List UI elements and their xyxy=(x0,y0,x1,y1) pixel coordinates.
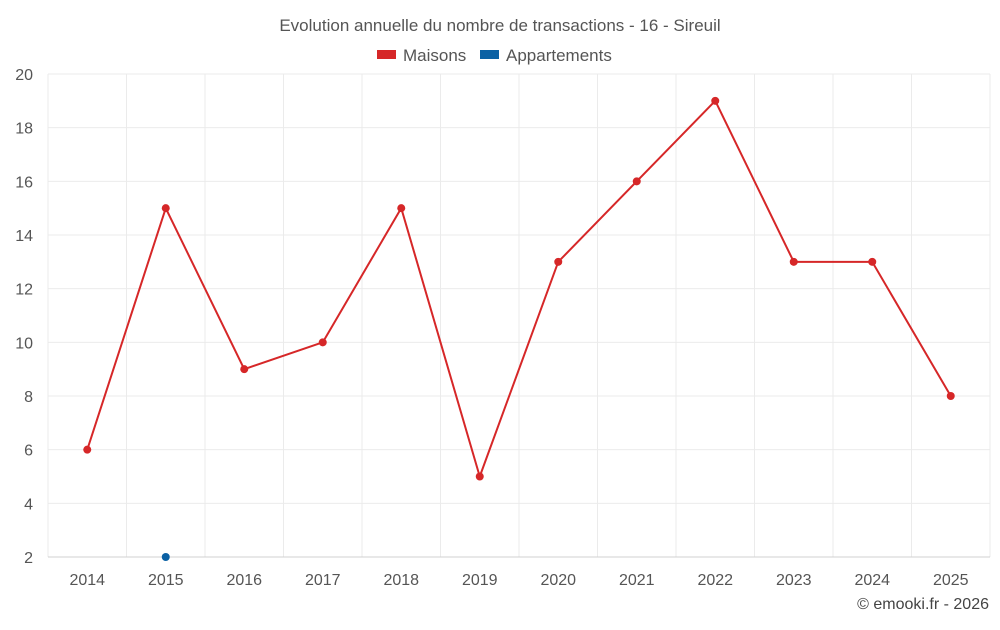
x-tick-label: 2017 xyxy=(305,572,341,589)
series xyxy=(83,96,955,561)
grid xyxy=(47,73,991,557)
data-point-maisons-2020[interactable] xyxy=(554,257,563,266)
legend-label-maisons[interactable]: Maisons xyxy=(403,46,466,65)
data-point-maisons-2025[interactable] xyxy=(946,392,955,400)
data-point-maisons-2021[interactable] xyxy=(632,177,641,186)
y-tick-label: 16 xyxy=(15,174,33,191)
y-tick-label: 14 xyxy=(15,228,33,245)
data-point-maisons-2015[interactable] xyxy=(161,204,170,213)
x-tick-label: 2023 xyxy=(776,572,812,589)
y-tick-label: 12 xyxy=(15,282,33,299)
y-tick-label: 8 xyxy=(24,389,33,406)
data-point-maisons-2019[interactable] xyxy=(475,472,484,481)
legend-swatch-appartements xyxy=(480,50,499,59)
x-tick-label: 2022 xyxy=(697,572,733,589)
legend-swatch-maisons xyxy=(377,50,396,59)
chart-title: Evolution annuelle du nombre de transact… xyxy=(279,16,720,35)
x-tick-label: 2021 xyxy=(619,572,655,589)
data-point-appartements-2015[interactable] xyxy=(161,553,170,561)
y-tick-label: 20 xyxy=(15,67,33,84)
x-tick-label: 2025 xyxy=(933,572,969,589)
y-tick-label: 4 xyxy=(24,496,33,513)
credit-text: © emooki.fr - 2026 xyxy=(857,596,989,613)
x-tick-label: 2018 xyxy=(383,572,419,589)
y-tick-label: 2 xyxy=(24,550,33,567)
x-tick-label: 2016 xyxy=(226,572,262,589)
axes: 2 4 6 8 10 12 14 16 18 20 2014 2015 2016 2017 2018 2019… xyxy=(15,67,990,589)
x-tick-label: 2015 xyxy=(148,572,184,589)
data-point-maisons-2018[interactable] xyxy=(397,204,406,213)
y-tick-label: 18 xyxy=(15,121,33,138)
data-point-maisons-2023[interactable] xyxy=(789,257,798,266)
data-point-maisons-2017[interactable] xyxy=(318,338,327,347)
data-point-maisons-2016[interactable] xyxy=(240,365,249,374)
data-point-maisons-2024[interactable] xyxy=(868,257,877,266)
x-tick-label: 2024 xyxy=(854,572,890,589)
series-line-maisons xyxy=(86,99,952,478)
legend: Maisons Appartements xyxy=(377,46,612,65)
legend-label-appartements[interactable]: Appartements xyxy=(506,46,612,65)
y-tick-label: 6 xyxy=(24,443,33,460)
data-point-maisons-2014[interactable] xyxy=(83,445,92,454)
x-tick-label: 2020 xyxy=(540,572,576,589)
x-tick-label: 2019 xyxy=(462,572,498,589)
x-tick-label: 2014 xyxy=(69,572,105,589)
y-tick-label: 10 xyxy=(15,335,33,352)
data-point-maisons-2022[interactable] xyxy=(711,96,720,105)
